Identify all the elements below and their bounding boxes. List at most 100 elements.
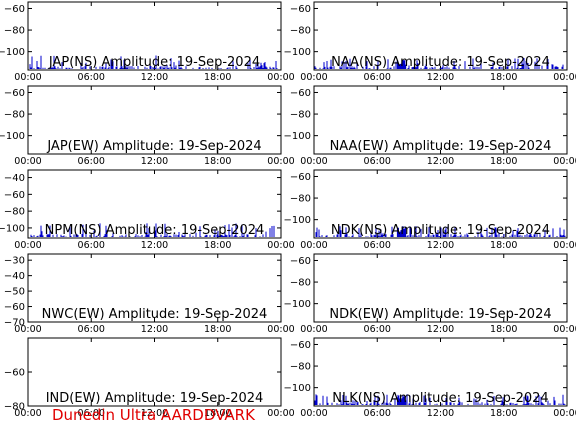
y-tick-label: −30 bbox=[4, 256, 25, 267]
y-tick-label: −60 bbox=[4, 302, 25, 313]
signal-burst bbox=[396, 395, 407, 405]
y-tick-label: −80 bbox=[290, 362, 311, 373]
y-tick-label: −60 bbox=[4, 368, 25, 379]
y-tick-label: −60 bbox=[4, 190, 25, 201]
y-tick-label: −100 bbox=[0, 223, 25, 234]
x-tick-label: 00:00 bbox=[267, 156, 294, 167]
panel-title: NLK(NS) Amplitude: 19-Sep-2024 bbox=[332, 391, 548, 406]
panel-title: JAP(EW) Amplitude: 19-Sep-2024 bbox=[46, 139, 261, 154]
plot-frame bbox=[27, 337, 282, 407]
panel-title: NPM(NS) Amplitude: 19-Sep-2024 bbox=[45, 223, 265, 238]
panel-title: NDK(EW) Amplitude: 19-Sep-2024 bbox=[329, 307, 551, 322]
panel-title: IND(EW) Amplitude: 19-Sep-2024 bbox=[46, 391, 264, 406]
x-tick-label: 18:00 bbox=[204, 156, 231, 167]
plot-frame bbox=[27, 253, 282, 323]
y-tick-label: −100 bbox=[284, 47, 311, 58]
x-tick-label: 06:00 bbox=[364, 324, 391, 335]
y-tick-label: −40 bbox=[4, 271, 25, 282]
x-tick-label: 06:00 bbox=[364, 156, 391, 167]
x-tick-label: 00:00 bbox=[300, 324, 327, 335]
plot-frame bbox=[27, 1, 282, 71]
y-tick-label: −100 bbox=[284, 383, 311, 394]
y-tick-label: −100 bbox=[284, 299, 311, 310]
x-tick-label: 12:00 bbox=[427, 324, 454, 335]
x-tick-label: 06:00 bbox=[78, 156, 105, 167]
y-tick-label: −100 bbox=[284, 131, 311, 142]
y-tick-label: −80 bbox=[4, 26, 25, 37]
x-tick-label: 18:00 bbox=[204, 408, 231, 419]
x-tick-label: 18:00 bbox=[490, 72, 517, 83]
signal-trace bbox=[29, 55, 278, 69]
x-tick-label: 12:00 bbox=[427, 408, 454, 419]
chart-panel: −60−80−10000:0006:0012:0018:0000:00NDK(N… bbox=[284, 169, 576, 251]
x-tick-label: 00:00 bbox=[553, 156, 576, 167]
footer-label: Dunedin Ultra AARDDVARK bbox=[52, 406, 255, 424]
plot-frame bbox=[313, 1, 568, 71]
y-tick-label: −80 bbox=[290, 26, 311, 37]
x-tick-label: 12:00 bbox=[141, 156, 168, 167]
panel-title: JAP(NS) Amplitude: 19-Sep-2024 bbox=[48, 55, 260, 70]
x-tick-label: 18:00 bbox=[204, 324, 231, 335]
chart-panel: −60 −80 −100 00:00 06:00 12:00 18:00 00:00NAA(E… bbox=[284, 85, 576, 167]
signal-trace bbox=[314, 394, 566, 405]
x-tick-label: 00:00 bbox=[267, 324, 294, 335]
chart-panel: −60 −80 −100 00:00 06:00 12:00 18:00 00:00 JAP(N… bbox=[0, 1, 295, 83]
x-tick-label: 12:00 bbox=[427, 240, 454, 251]
x-tick-label: 00:00 bbox=[300, 240, 327, 251]
y-tick-label: −60 bbox=[290, 172, 311, 183]
y-tick-label: −80 bbox=[4, 207, 25, 218]
x-tick-label: 06:00 bbox=[78, 72, 105, 83]
x-tick-label: 00:00 bbox=[14, 240, 41, 251]
panel-title: NAA(NS) Amplitude: 19-Sep-2024 bbox=[331, 55, 550, 70]
x-tick-label: 12:00 bbox=[141, 408, 168, 419]
plot-frame bbox=[27, 85, 282, 155]
x-tick-label: 00:00 bbox=[267, 408, 294, 419]
y-tick-label: −60 bbox=[290, 340, 311, 351]
signal-trace bbox=[314, 58, 564, 69]
x-tick-label: 06:00 bbox=[364, 408, 391, 419]
y-tick-label: −60 bbox=[4, 4, 25, 15]
x-tick-label: 00:00 bbox=[300, 408, 327, 419]
x-tick-label: 00:00 bbox=[553, 408, 576, 419]
x-tick-label: 18:00 bbox=[490, 408, 517, 419]
x-tick-label: 18:00 bbox=[204, 72, 231, 83]
x-tick-label: 00:00 bbox=[267, 72, 294, 83]
y-tick-label: −100 bbox=[284, 215, 311, 226]
x-tick-label: 00:00 bbox=[14, 156, 41, 167]
x-tick-label: 12:00 bbox=[427, 72, 454, 83]
x-tick-label: 18:00 bbox=[490, 240, 517, 251]
panel-title: NAA(EW) Amplitude: 19-Sep-2024 bbox=[330, 139, 552, 154]
signal-burst bbox=[396, 60, 407, 69]
x-tick-label: 06:00 bbox=[364, 72, 391, 83]
panel-title: NWC(EW) Amplitude: 19-Sep-2024 bbox=[42, 307, 268, 322]
x-tick-label: 00:00 bbox=[553, 72, 576, 83]
x-tick-label: 00:00 bbox=[14, 408, 41, 419]
y-tick-label: −70 bbox=[4, 318, 25, 329]
x-tick-label: 00:00 bbox=[553, 324, 576, 335]
x-tick-label: 12:00 bbox=[141, 240, 168, 251]
signal-trace bbox=[30, 223, 275, 237]
plot-frame bbox=[313, 85, 568, 155]
chart-panel: −60 −80 −100 00:00 06:00 12:00 18:00 00:00 JAP(E… bbox=[0, 85, 295, 167]
x-tick-label: 18:00 bbox=[204, 240, 231, 251]
x-tick-label: 06:00 bbox=[78, 408, 105, 419]
y-tick-label: −80 bbox=[290, 278, 311, 289]
signal-burst bbox=[396, 227, 407, 237]
y-tick-label: −60 bbox=[4, 88, 25, 99]
y-tick-label: −60 bbox=[290, 88, 311, 99]
y-tick-label: −100 bbox=[0, 131, 25, 142]
y-tick-label: −80 bbox=[290, 110, 311, 121]
chart-panel: −60−80−10000:0006:0012:0018:0000:00NAA(N… bbox=[284, 1, 576, 83]
x-tick-label: 18:00 bbox=[490, 156, 517, 167]
x-tick-label: 12:00 bbox=[141, 72, 168, 83]
y-tick-label: −100 bbox=[0, 47, 25, 58]
chart-panel: −60 −80 −100 00:00 06:00 12:00 18:00 00:00NDK(E… bbox=[284, 253, 576, 335]
x-tick-label: 18:00 bbox=[490, 324, 517, 335]
x-tick-label: 00:00 bbox=[267, 240, 294, 251]
y-tick-label: −40 bbox=[4, 173, 25, 184]
x-tick-label: 06:00 bbox=[364, 240, 391, 251]
y-tick-label: −50 bbox=[4, 287, 25, 298]
